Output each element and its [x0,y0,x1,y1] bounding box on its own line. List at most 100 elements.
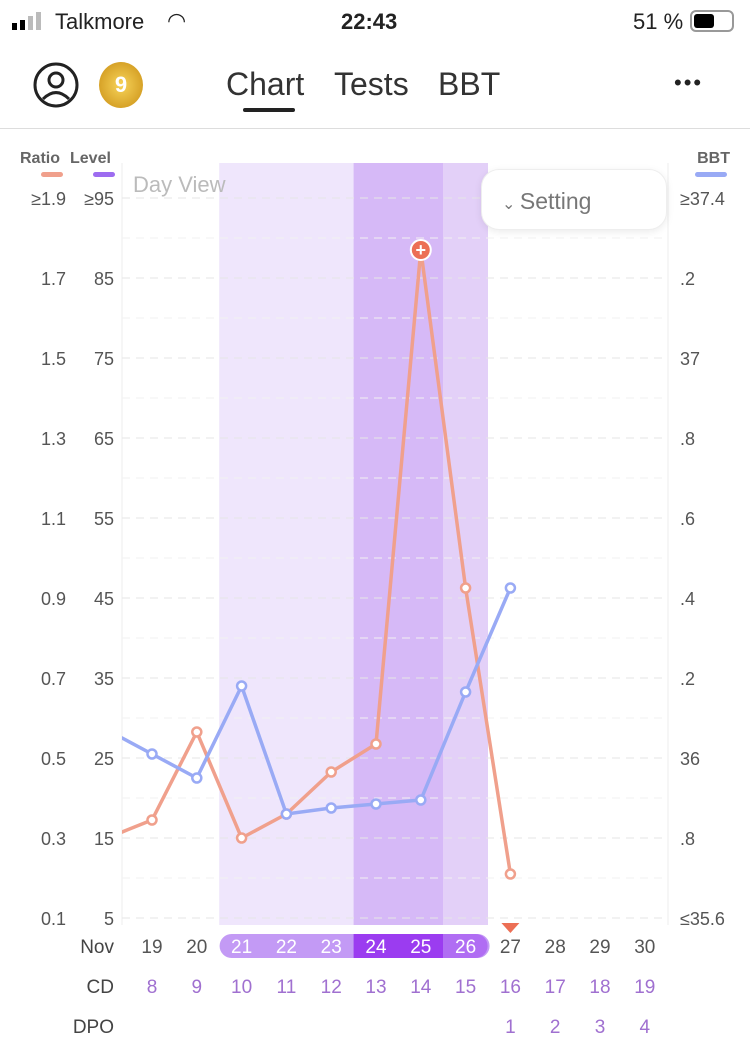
signal-icon [12,12,41,30]
date-label[interactable]: 30 [634,937,655,958]
bbt-point[interactable] [415,794,427,806]
bbt-point[interactable] [235,680,248,692]
plus-icon: + [416,240,427,260]
ratio-tick: 1.5 [41,349,66,369]
bbt-point[interactable] [280,808,293,820]
legend-level: Level [70,150,111,167]
bbt-tick: .2 [680,669,695,689]
chevron-down-icon: ⌄ [502,196,520,213]
high-band [443,163,488,925]
bbt-point[interactable] [504,582,517,594]
header-divider [0,128,750,129]
level-tick: 45 [94,589,114,609]
bbt-tick: ≤35.6 [680,909,725,929]
bbt-tick: 37 [680,349,700,369]
bbt-point[interactable] [146,748,158,760]
ratio-point[interactable] [504,868,517,880]
bbt-tick: .2 [680,269,695,289]
date-label[interactable]: 27 [500,937,521,958]
clock: 22:43 [341,9,398,34]
bbt-tick: 36 [680,749,700,769]
level-tick: ≥95 [84,189,114,209]
battery-icon [690,10,734,32]
ratio-point[interactable] [325,766,337,778]
cd-label: 10 [231,977,252,998]
ratio-point[interactable] [191,726,203,738]
more-button[interactable]: ••• [674,70,704,95]
cd-label: 14 [410,977,432,998]
active-tab-indicator [243,108,295,112]
ratio-tick: 0.5 [41,749,66,769]
date-label[interactable]: 19 [141,937,162,958]
bbt-point[interactable] [191,772,203,784]
carrier: Talkmore [55,9,145,34]
dpo-label: 1 [505,1017,516,1038]
peak-marker-icon[interactable] [409,239,432,261]
tab-tests[interactable]: Tests [334,66,409,102]
ratio-tick: 0.3 [41,829,66,849]
dpo-label: 4 [640,1017,651,1038]
level-badge[interactable]: 9 [99,62,143,108]
legend-bbt-swatch [695,172,727,177]
bbt-point[interactable] [459,686,472,698]
bbt-point[interactable] [325,802,337,814]
profile-icon[interactable] [33,62,79,108]
level-tick: 65 [94,429,114,449]
cd-label: 9 [192,977,203,998]
ratio-tick: 0.1 [41,909,66,929]
ratio-tick: 0.7 [41,669,66,689]
date-label[interactable]: 24 [365,937,387,958]
cd-label: 8 [147,977,158,998]
level-tick: 25 [94,749,114,769]
date-label[interactable]: 29 [589,937,610,958]
bbt-tick: .4 [680,589,695,609]
legend-bbt: BBT [697,150,730,167]
battery-percent: 51 % [633,9,684,34]
bbt-point[interactable] [370,798,382,810]
dpo-label: 3 [595,1017,606,1038]
level-tick: 85 [94,269,114,289]
level-tick: 35 [94,669,114,689]
peak-band [353,163,444,925]
bbt-tick: .8 [680,829,695,849]
cd-label: 12 [321,977,342,998]
ratio-point[interactable] [459,582,472,594]
ratio-point[interactable] [146,814,158,826]
ratio-tick: 1.1 [41,509,66,529]
date-label[interactable]: 25 [410,937,431,958]
cd-label: 15 [455,977,476,998]
ratio-point[interactable] [235,832,248,844]
bbt-tick: ≥37.4 [680,189,725,209]
cd-label: 17 [545,977,566,998]
month-row-label: Nov [80,937,114,958]
setting-dropdown[interactable]: ⌄ Setting [481,169,667,230]
date-label[interactable]: 21 [231,937,252,958]
bbt-line [122,587,513,816]
high-pill [443,934,488,958]
date-label[interactable]: 26 [455,937,476,958]
dpo-label: 2 [550,1017,561,1038]
level-tick: 5 [104,909,114,929]
cd-label: 18 [589,977,610,998]
bbt-tick: .6 [680,509,695,529]
ratio-tick: 1.3 [41,429,66,449]
cd-label: 19 [634,977,655,998]
level-tick: 15 [94,829,114,849]
tab-chart[interactable]: Chart [226,66,305,102]
tab-bbt[interactable]: BBT [438,66,501,102]
ratio-line [122,249,513,875]
cd-row-label: CD [87,977,114,998]
date-label[interactable]: 28 [545,937,566,958]
level-tick: 55 [94,509,114,529]
date-label[interactable]: 22 [276,937,297,958]
chart[interactable]: Ratio Level BBT Day View ≥1.9 ≥95 ≥37.4 1.7… [0,130,750,1042]
date-label[interactable]: 20 [186,937,207,958]
bbt-tick: .8 [680,429,695,449]
day-view-label: Day View [133,172,226,197]
date-label[interactable]: 23 [321,937,342,958]
ratio-point[interactable] [370,738,382,750]
cd-label: 11 [277,977,297,998]
setting-label: Setting [519,188,592,214]
dpo-row-label: DPO [73,1017,114,1038]
ovulation-marker-icon [501,923,520,933]
